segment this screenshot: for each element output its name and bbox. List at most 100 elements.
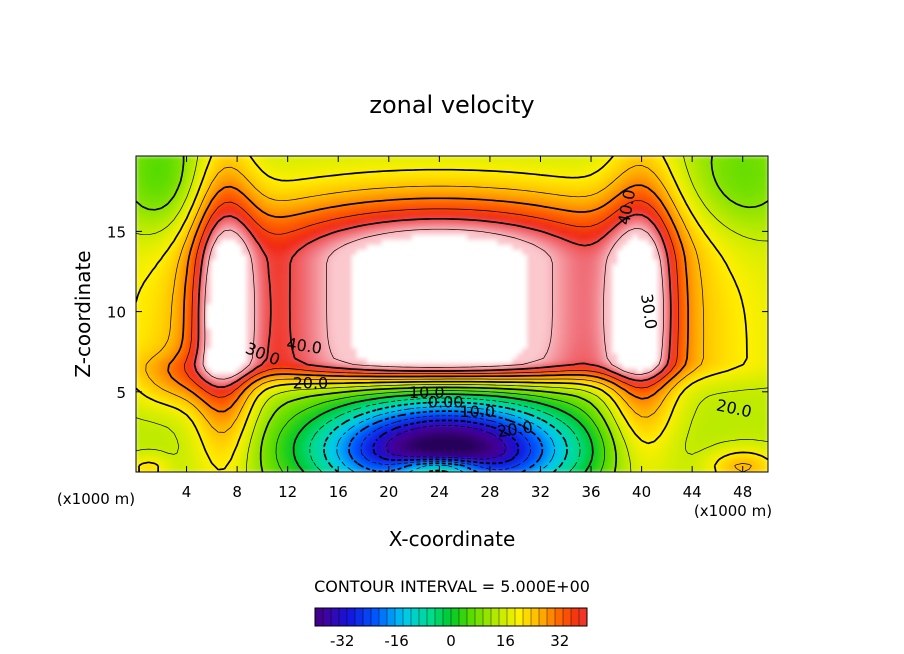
field-cell (707, 156, 714, 162)
field-cell (567, 180, 573, 187)
field-cell (637, 254, 644, 261)
field-cell (371, 230, 378, 236)
field-cell (642, 175, 649, 182)
field-cell (467, 215, 473, 221)
field-cell (702, 249, 709, 256)
field-cell (266, 215, 273, 221)
field-cell (747, 195, 754, 202)
field-cell (146, 249, 152, 256)
field-cell (727, 343, 734, 350)
field-cell (331, 304, 338, 310)
field-cell (376, 328, 383, 335)
field-cell (532, 220, 538, 226)
field-cell (592, 294, 599, 300)
field-cell (206, 210, 212, 216)
field-cell (652, 328, 659, 335)
field-cell (441, 165, 448, 172)
field-cell (356, 274, 363, 281)
field-cell (707, 254, 714, 261)
field-cell (276, 254, 283, 261)
field-cell (141, 175, 147, 182)
field-cell (677, 210, 684, 216)
field-cell (301, 254, 308, 261)
field-cell (682, 230, 689, 236)
field-cell (426, 294, 433, 300)
field-cell (271, 235, 278, 241)
field-cell (341, 348, 348, 355)
field-cell (487, 220, 493, 226)
field-cell (361, 338, 368, 345)
field-cell (522, 274, 528, 281)
field-cell (612, 274, 619, 281)
field-cell (361, 156, 368, 162)
field-cell (271, 348, 278, 355)
field-cell (266, 156, 273, 162)
field-cell (381, 225, 388, 231)
field-cell (361, 230, 368, 236)
field-cell (657, 254, 664, 261)
field-cell (421, 156, 428, 162)
field-cell (622, 294, 629, 300)
field-cell (647, 314, 654, 320)
field-cell (647, 156, 654, 162)
field-cell (547, 264, 553, 271)
field-cell (371, 299, 378, 305)
field-cell (687, 180, 694, 187)
field-cell (301, 220, 308, 226)
field-cell (487, 284, 493, 290)
field-cell (431, 165, 438, 172)
field-cell (226, 333, 232, 340)
field-cell (717, 244, 724, 251)
field-cell (366, 249, 373, 256)
field-cell (457, 269, 463, 276)
field-cell (386, 185, 393, 192)
field-cell (632, 279, 639, 285)
field-cell (431, 328, 438, 335)
field-cell (607, 235, 614, 241)
field-cell (657, 195, 664, 202)
field-cell (652, 220, 659, 226)
field-cell (572, 264, 578, 271)
field-cell (632, 328, 639, 335)
field-cell (181, 195, 187, 202)
field-cell (612, 200, 619, 206)
field-cell (241, 309, 247, 315)
field-cell (457, 309, 463, 315)
field-cell (261, 254, 268, 261)
field-cell (672, 309, 679, 315)
field-cell (697, 160, 704, 167)
field-cell (161, 160, 167, 167)
field-cell (146, 254, 152, 261)
field-cell (216, 220, 222, 226)
field-cell (151, 249, 157, 256)
field-cell (376, 304, 383, 310)
field-cell (206, 284, 212, 290)
field-cell (602, 279, 609, 285)
field-cell (472, 318, 478, 325)
field-cell (401, 284, 408, 290)
field-cell (281, 185, 288, 192)
field-cell (406, 284, 413, 290)
field-cell (341, 289, 348, 295)
field-cell (311, 170, 318, 177)
field-cell (572, 343, 578, 350)
field-cell (557, 249, 563, 256)
field-cell (136, 254, 142, 261)
field-cell (366, 200, 373, 206)
field-cell (592, 244, 599, 251)
field-cell (747, 244, 754, 251)
field-cell (667, 170, 674, 177)
field-cell (522, 279, 528, 285)
field-cell (186, 289, 192, 295)
field-cell (637, 190, 644, 197)
field-cell (652, 235, 659, 241)
field-cell (592, 175, 599, 182)
field-cell (306, 318, 313, 325)
field-cell (697, 328, 704, 335)
field-cell (401, 304, 408, 310)
field-cell (151, 200, 157, 206)
field-cell (522, 318, 528, 325)
field-cell (331, 205, 338, 211)
field-cell (507, 333, 513, 340)
field-cell (537, 333, 543, 340)
